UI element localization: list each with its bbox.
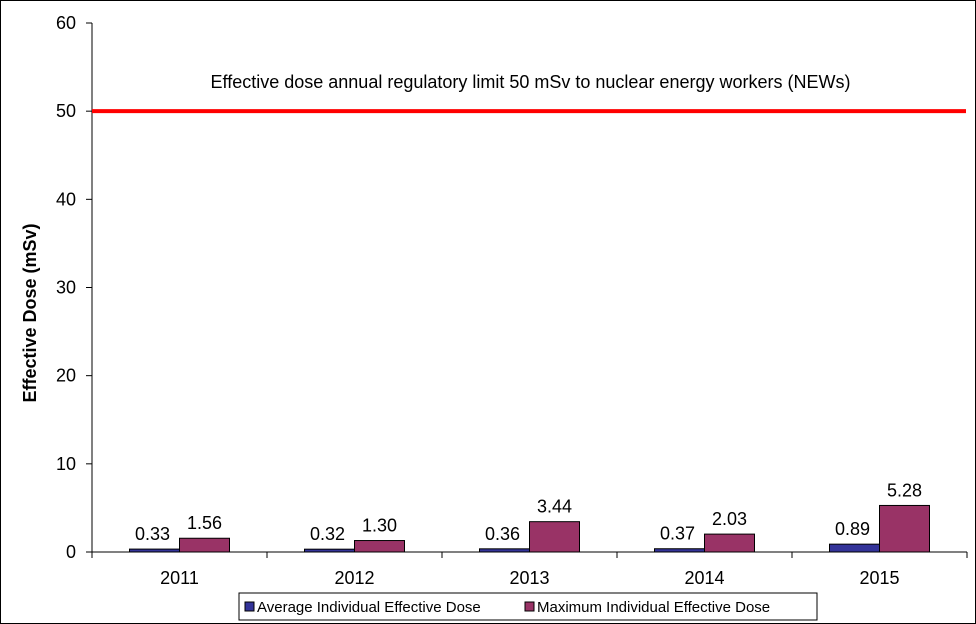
bar-average — [654, 548, 705, 553]
bar-maximum — [529, 521, 580, 553]
data-label-average: 0.33 — [135, 524, 170, 544]
bar-average — [479, 548, 530, 553]
x-tick-label: 2015 — [859, 568, 899, 588]
y-axis-title: Effective Dose (mSv) — [20, 223, 40, 402]
x-tick-label: 2012 — [334, 568, 374, 588]
legend-swatch — [524, 601, 535, 612]
y-tick-label: 10 — [56, 454, 76, 474]
regulatory-limit-label: Effective dose annual regulatory limit 5… — [211, 72, 851, 92]
data-label-maximum: 5.28 — [887, 480, 922, 500]
x-tick-label: 2011 — [160, 568, 199, 588]
y-tick-label: 0 — [66, 542, 76, 562]
bar-average — [829, 543, 880, 553]
bar-average — [129, 548, 180, 553]
y-tick-label: 30 — [56, 278, 76, 298]
data-label-average: 0.32 — [310, 524, 345, 544]
legend: Average Individual Effective Dose Maximum… — [238, 592, 818, 621]
data-label-maximum: 1.30 — [362, 516, 397, 536]
x-axis: 2011 2012 2013 2014 2015 — [91, 551, 968, 588]
reference-line-group: Effective dose annual regulatory limit 5… — [92, 72, 966, 114]
data-label-maximum: 1.56 — [187, 513, 222, 533]
data-label-average: 0.37 — [660, 524, 695, 544]
legend-label: Average Individual Effective Dose — [257, 599, 481, 616]
legend-label: Maximum Individual Effective Dose — [537, 599, 770, 616]
bars: 0.33 1.56 0.32 1.30 0.36 3.44 0.37 2.03 0.89 5.28 — [129, 480, 930, 553]
bar-maximum — [704, 533, 755, 553]
data-label-maximum: 2.03 — [712, 509, 747, 529]
y-axis: 0 10 20 30 40 50 60 — [56, 13, 93, 562]
bar-maximum — [354, 540, 405, 553]
bar-maximum — [879, 504, 930, 553]
x-tick-label: 2014 — [684, 568, 724, 588]
data-label-maximum: 3.44 — [537, 497, 572, 517]
y-tick-label: 20 — [56, 366, 76, 386]
legend-swatch — [244, 601, 255, 612]
bar-maximum — [179, 537, 230, 553]
x-tick-label: 2013 — [509, 568, 549, 588]
y-tick-label: 40 — [56, 189, 76, 209]
y-tick-label: 50 — [56, 101, 76, 121]
y-tick-label: 60 — [56, 13, 76, 33]
data-label-average: 0.36 — [485, 524, 520, 544]
bar-average — [304, 548, 355, 553]
data-label-average: 0.89 — [835, 519, 870, 539]
